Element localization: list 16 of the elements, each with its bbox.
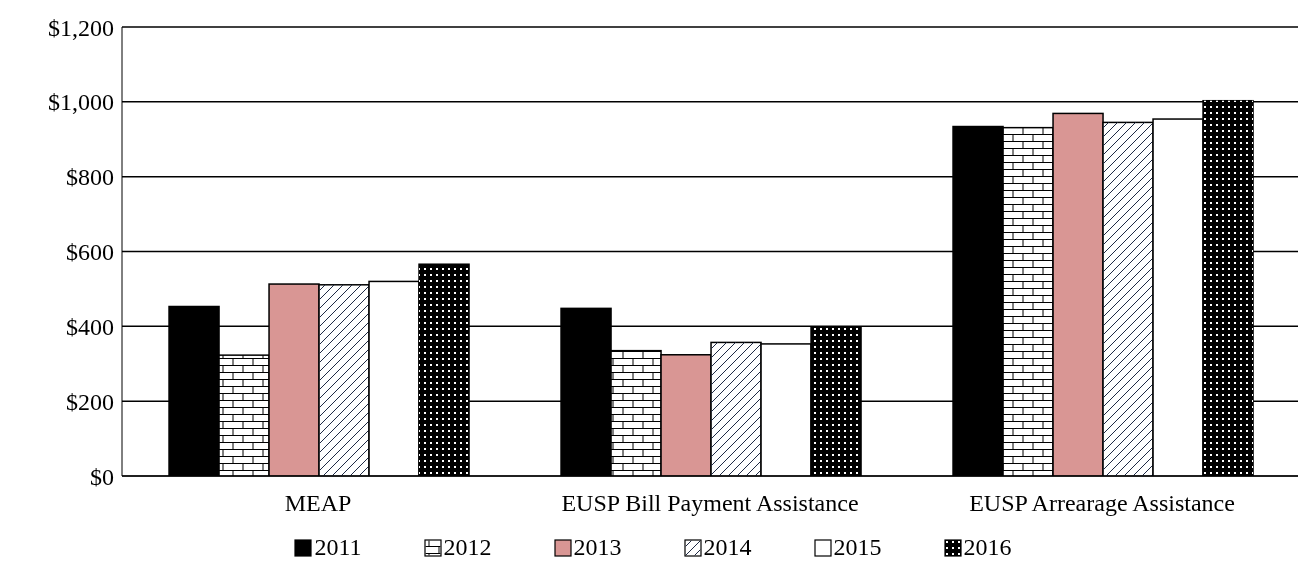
x-tick-label: EUSP Arrearage Assistance xyxy=(969,490,1235,517)
y-tick-label: $1,200 xyxy=(48,14,114,41)
y-tick-label: $400 xyxy=(66,313,114,340)
x-tick-label: MEAP xyxy=(284,490,352,517)
legend-label: 2016 xyxy=(963,534,1012,561)
legend-label: 2012 xyxy=(443,534,492,561)
y-tick-label: $0 xyxy=(90,463,114,490)
y-tick-label: $600 xyxy=(66,239,114,266)
y-tick-label: $800 xyxy=(66,164,114,191)
legend-label: 2015 xyxy=(833,534,882,561)
y-tick-label: $200 xyxy=(66,388,114,415)
legend-label: 2013 xyxy=(573,534,622,561)
legend-label: 2011 xyxy=(314,534,362,561)
x-tick-label: EUSP Bill Payment Assistance xyxy=(561,490,859,517)
legend-label: 2014 xyxy=(703,534,752,561)
y-tick-label: $1,000 xyxy=(48,89,114,116)
